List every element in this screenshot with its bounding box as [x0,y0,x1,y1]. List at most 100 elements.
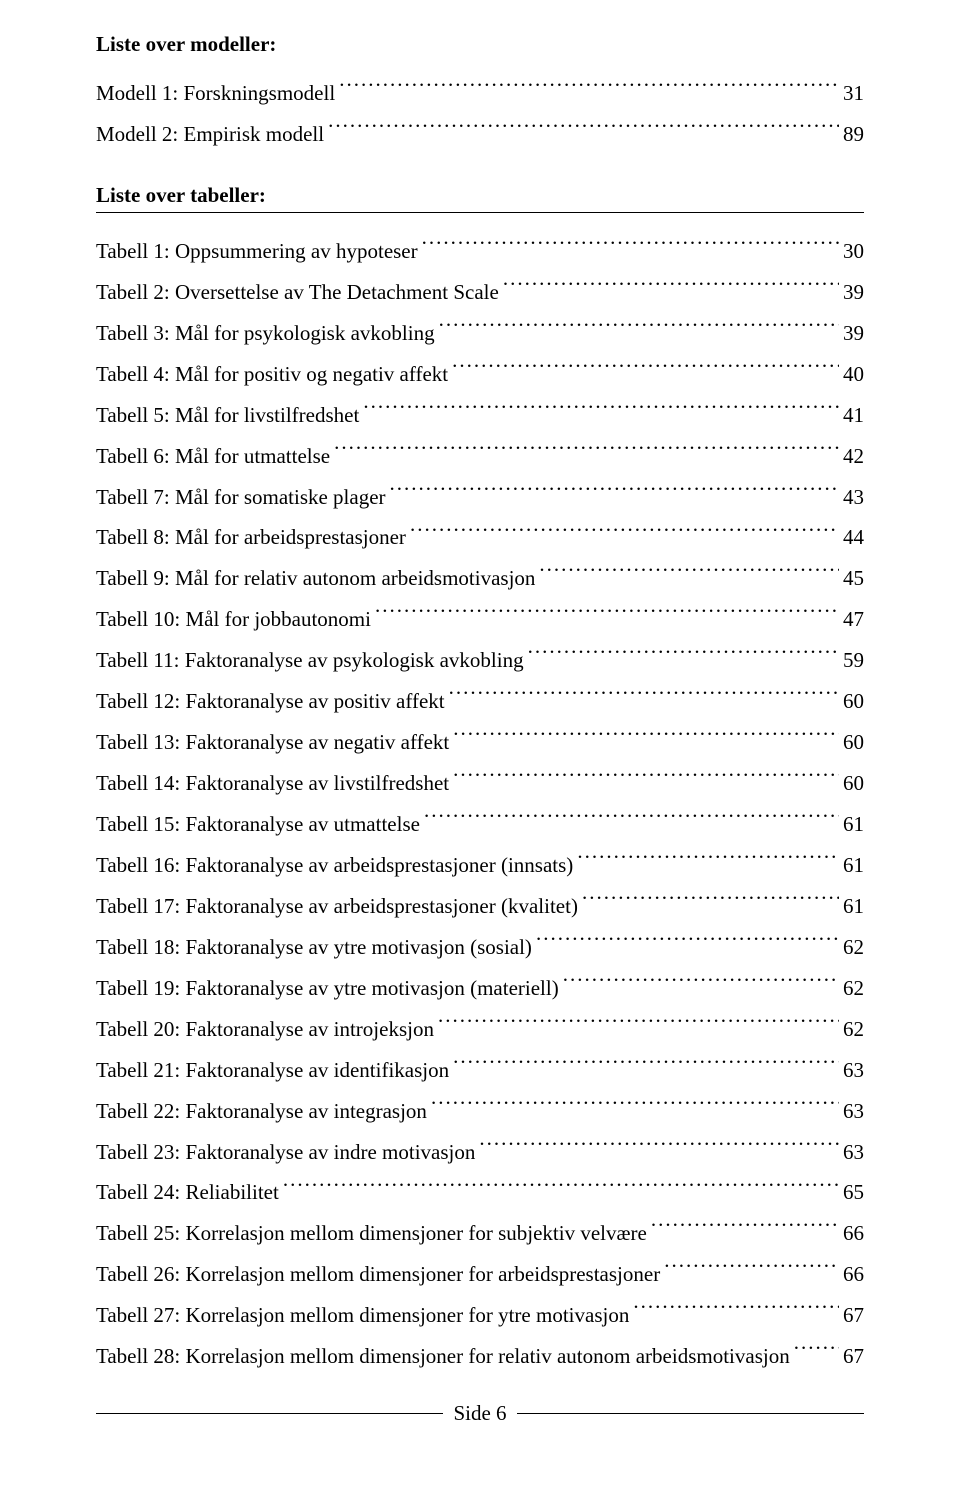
toc-entry: Tabell 25: Korrelasjon mellom dimensjone… [96,1213,864,1254]
toc-label: Tabell 27: Korrelasjon mellom dimensjone… [96,1295,629,1336]
toc-leader-dots [334,442,839,463]
toc-entry: Tabell 15: Faktoranalyse av utmattelse 61 [96,804,864,845]
toc-entry: Tabell 19: Faktoranalyse av ytre motivas… [96,968,864,1009]
toc-entry: Tabell 2: Oversettelse av The Detachment… [96,272,864,313]
tables-heading: Liste over tabeller: [96,183,864,208]
toc-label: Tabell 3: Mål for psykologisk avkobling [96,313,435,354]
toc-page-number: 67 [843,1295,864,1336]
toc-page-number: 42 [843,436,864,477]
toc-leader-dots [453,728,839,749]
toc-label: Tabell 28: Korrelasjon mellom dimensjone… [96,1336,790,1377]
toc-entry: Tabell 16: Faktoranalyse av arbeidsprest… [96,845,864,886]
models-heading: Liste over modeller: [96,32,864,57]
toc-leader-dots [339,79,839,100]
toc-entry: Tabell 13: Faktoranalyse av negativ affe… [96,722,864,763]
toc-leader-dots [410,523,839,544]
toc-page-number: 45 [843,558,864,599]
toc-leader-dots [363,401,839,422]
toc-leader-dots [390,483,839,504]
toc-label: Tabell 18: Faktoranalyse av ytre motivas… [96,927,532,968]
toc-leader-dots [633,1301,839,1322]
toc-page-number: 44 [843,517,864,558]
toc-label: Tabell 12: Faktoranalyse av positiv affe… [96,681,445,722]
toc-leader-dots [431,1097,839,1118]
toc-label: Tabell 10: Mål for jobbautonomi [96,599,371,640]
toc-page-number: 31 [843,73,864,114]
toc-page-number: 65 [843,1172,864,1213]
toc-entry: Tabell 11: Faktoranalyse av psykologisk … [96,640,864,681]
toc-entry: Tabell 23: Faktoranalyse av indre motiva… [96,1132,864,1173]
toc-page-number: 43 [843,477,864,518]
toc-leader-dots [582,892,839,913]
toc-page-number: 62 [843,927,864,968]
toc-page-number: 61 [843,886,864,927]
toc-label: Tabell 21: Faktoranalyse av identifikasj… [96,1050,449,1091]
toc-leader-dots [439,319,839,340]
toc-leader-dots [503,278,839,299]
toc-entry: Tabell 22: Faktoranalyse av integrasjon 6… [96,1091,864,1132]
toc-entry: Tabell 17: Faktoranalyse av arbeidsprest… [96,886,864,927]
toc-label: Tabell 2: Oversettelse av The Detachment… [96,272,499,313]
toc-leader-dots [375,605,839,626]
toc-label: Tabell 6: Mål for utmattelse [96,436,330,477]
models-list: Modell 1: Forskningsmodell 31 Modell 2: … [96,73,864,155]
toc-label: Tabell 13: Faktoranalyse av negativ affe… [96,722,449,763]
toc-label: Modell 2: Empirisk modell [96,114,324,155]
footer-rule-right [517,1413,864,1414]
toc-page-number: 61 [843,804,864,845]
toc-page-number: 62 [843,1009,864,1050]
toc-label: Tabell 15: Faktoranalyse av utmattelse [96,804,420,845]
toc-leader-dots [424,810,839,831]
toc-label: Tabell 26: Korrelasjon mellom dimensjone… [96,1254,660,1295]
toc-label: Tabell 20: Faktoranalyse av introjeksjon [96,1009,434,1050]
toc-label: Tabell 22: Faktoranalyse av integrasjon [96,1091,427,1132]
toc-entry: Tabell 9: Mål for relativ autonom arbeid… [96,558,864,599]
page-number: Side 6 [453,1401,506,1426]
toc-entry: Tabell 5: Mål for livstilfredshet 41 [96,395,864,436]
toc-entry: Tabell 4: Mål for positiv og negativ aff… [96,354,864,395]
toc-page-number: 60 [843,722,864,763]
toc-entry: Tabell 12: Faktoranalyse av positiv affe… [96,681,864,722]
toc-entry: Tabell 27: Korrelasjon mellom dimensjone… [96,1295,864,1336]
toc-leader-dots [563,974,839,995]
toc-label: Tabell 8: Mål for arbeidsprestasjoner [96,517,406,558]
toc-leader-dots [536,933,839,954]
toc-leader-dots [577,851,839,872]
toc-leader-dots [539,564,839,585]
toc-leader-dots [422,237,839,258]
toc-entry: Tabell 26: Korrelasjon mellom dimensjone… [96,1254,864,1295]
toc-label: Tabell 17: Faktoranalyse av arbeidsprest… [96,886,578,927]
toc-leader-dots [453,769,839,790]
toc-page-number: 63 [843,1132,864,1173]
toc-label: Tabell 9: Mål for relativ autonom arbeid… [96,558,535,599]
toc-page-number: 66 [843,1213,864,1254]
toc-leader-dots [452,360,839,381]
tables-list: Tabell 1: Oppsummering av hypoteser30Tab… [96,231,864,1377]
toc-entry: Tabell 6: Mål for utmattelse 42 [96,436,864,477]
toc-leader-dots [449,687,839,708]
toc-page-number: 60 [843,763,864,804]
toc-entry: Tabell 20: Faktoranalyse av introjeksjon… [96,1009,864,1050]
page-footer: Side 6 [96,1401,864,1426]
toc-entry: Modell 1: Forskningsmodell 31 [96,73,864,114]
toc-leader-dots [651,1219,839,1240]
footer-rule-left [96,1413,443,1414]
toc-entry: Modell 2: Empirisk modell 89 [96,114,864,155]
toc-label: Tabell 5: Mål for livstilfredshet [96,395,359,436]
toc-leader-dots [479,1138,839,1159]
toc-page-number: 63 [843,1091,864,1132]
toc-leader-dots [438,1015,839,1036]
toc-label: Tabell 16: Faktoranalyse av arbeidsprest… [96,845,573,886]
toc-entry: Tabell 14: Faktoranalyse av livstilfreds… [96,763,864,804]
toc-page-number: 89 [843,114,864,155]
toc-page-number: 41 [843,395,864,436]
toc-page-number: 59 [843,640,864,681]
toc-label: Tabell 25: Korrelasjon mellom dimensjone… [96,1213,647,1254]
toc-page-number: 66 [843,1254,864,1295]
toc-leader-dots [664,1260,839,1281]
toc-leader-dots [328,120,839,141]
toc-page-number: 47 [843,599,864,640]
toc-page-number: 61 [843,845,864,886]
toc-leader-dots [528,646,839,667]
divider [96,212,864,213]
